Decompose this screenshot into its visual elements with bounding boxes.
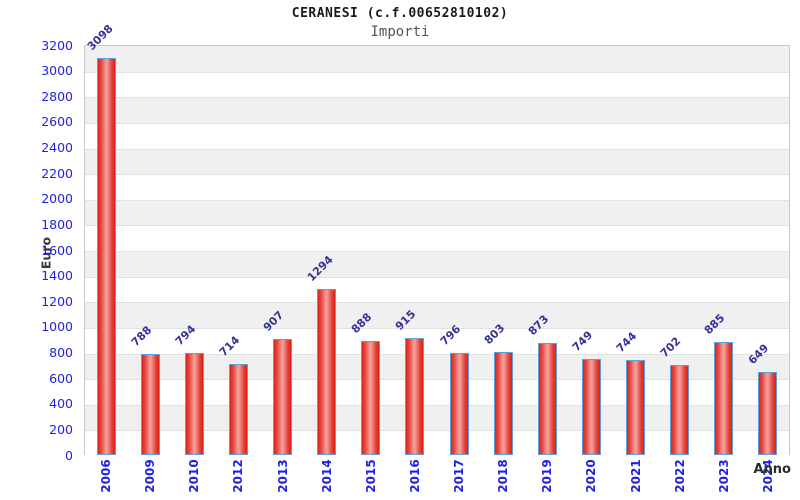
y-tick-label: 1800 <box>41 216 73 232</box>
y-tick-label: 1000 <box>41 319 73 335</box>
x-tick-label: 2012 <box>231 459 246 493</box>
bar <box>493 352 513 455</box>
x-tick-label: 2016 <box>407 459 422 493</box>
bar <box>758 371 778 455</box>
bar <box>96 58 116 455</box>
x-tick-label: 2006 <box>99 459 114 493</box>
y-tick-label: 800 <box>49 345 73 360</box>
y-tick-label: 400 <box>49 396 73 412</box>
x-tick-label: 2019 <box>540 459 555 493</box>
grid-band <box>85 174 789 200</box>
y-tick-label: 3000 <box>41 63 73 79</box>
y-tick-label: 600 <box>49 370 73 386</box>
chart-title: CERANESI (c.f.00652810102) <box>291 6 509 21</box>
y-tick-label: 1600 <box>41 242 73 258</box>
bar <box>361 341 381 455</box>
x-tick-label: 2010 <box>187 459 202 493</box>
chart-subtitle: Importi <box>370 24 430 40</box>
bar <box>228 363 248 455</box>
x-axis-title: Anno <box>753 462 791 477</box>
bar <box>405 337 425 455</box>
x-tick-label: 2009 <box>143 459 158 493</box>
grid-band <box>85 225 789 251</box>
grid-band <box>85 148 789 175</box>
x-tick-label: 2020 <box>584 459 599 493</box>
bar <box>537 343 557 455</box>
y-tick-label: 3200 <box>41 37 73 53</box>
grid-band <box>85 199 789 226</box>
y-tick-label: 200 <box>49 421 73 437</box>
y-tick-label: 2200 <box>41 165 73 181</box>
bar <box>670 365 690 455</box>
bar <box>714 341 734 455</box>
y-tick-label: 1400 <box>41 268 73 284</box>
grid-band <box>85 122 789 149</box>
bar <box>626 359 646 455</box>
y-tick-label: 1200 <box>41 293 73 309</box>
x-tick-label: 2014 <box>319 459 334 493</box>
grid-band <box>85 97 789 123</box>
grid-band <box>85 251 789 277</box>
bar <box>581 359 601 455</box>
grid-band <box>85 276 789 303</box>
y-tick-label: 0 <box>65 447 73 463</box>
grid-band <box>85 71 789 98</box>
grid-band <box>85 327 789 354</box>
y-tick-label: 2400 <box>41 140 73 155</box>
bar <box>317 289 337 455</box>
x-tick-label: 2021 <box>628 459 643 493</box>
x-tick-label: 2015 <box>363 459 378 493</box>
x-tick-label: 2017 <box>452 459 467 493</box>
y-tick-label: 2000 <box>41 191 73 207</box>
bar <box>184 353 204 455</box>
bar <box>140 354 160 455</box>
bar <box>449 353 469 455</box>
x-tick-label: 2023 <box>716 459 731 493</box>
x-tick-label: 2013 <box>275 459 290 493</box>
bar <box>273 338 293 455</box>
y-tick-label: 2600 <box>41 114 73 130</box>
grid-band <box>85 302 789 328</box>
x-tick-label: 2018 <box>496 459 511 493</box>
x-tick-label: 2022 <box>672 459 687 493</box>
grid-band <box>85 46 789 72</box>
y-tick-label: 2800 <box>41 88 73 104</box>
